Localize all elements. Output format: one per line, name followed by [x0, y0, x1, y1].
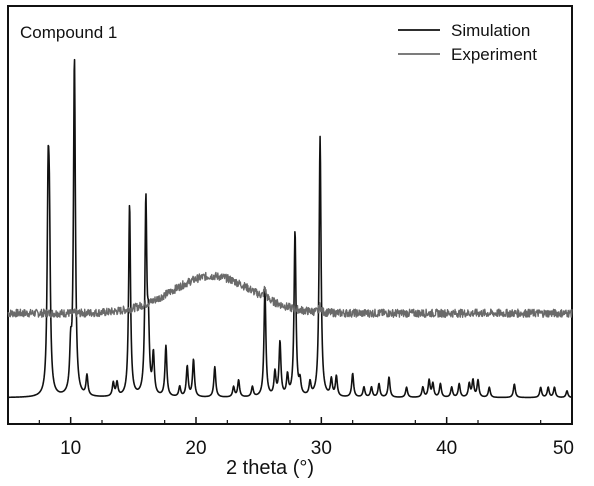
x-tick-label: 50 [553, 438, 574, 459]
plot-frame [7, 5, 573, 425]
legend: Simulation Experiment [398, 21, 537, 64]
x-axis-ticks: 10 20 30 40 50 [38, 417, 574, 459]
x-tick-label: 40 [436, 438, 457, 459]
x-tick-label: 10 [60, 438, 81, 459]
series-line-simulation [7, 58, 573, 399]
x-axis-title: 2 theta (°) [226, 457, 314, 479]
legend-label-experiment: Experiment [451, 45, 537, 64]
x-tick-label: 30 [311, 438, 332, 459]
panel-label: Compound 1 [20, 23, 117, 42]
series-line-experiment [7, 271, 573, 318]
legend-label-simulation: Simulation [451, 21, 530, 40]
x-tick-label: 20 [185, 438, 206, 459]
series-layer [7, 58, 573, 399]
